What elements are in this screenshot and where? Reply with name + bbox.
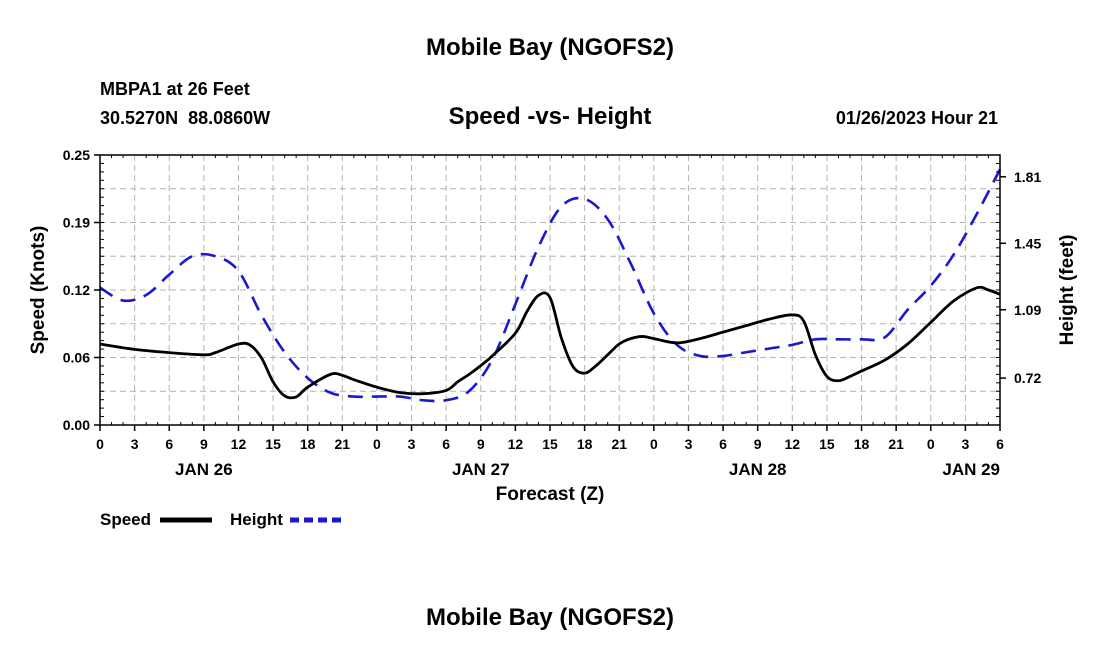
x-tick-label: 6 (442, 436, 450, 452)
x-tick-label: 3 (408, 436, 416, 452)
y-axis-label: Speed (Knots) (28, 226, 49, 355)
x-tick-label: 21 (611, 436, 627, 452)
x-tick-label: 6 (165, 436, 173, 452)
x-tick-label: 0 (96, 436, 104, 452)
main-title: Mobile Bay (NGOFS2) (426, 34, 674, 61)
date-label: JAN 26 (175, 460, 233, 479)
x-tick-label: 6 (996, 436, 1004, 452)
x-tick-label: 12 (508, 436, 524, 452)
y-tick-label: 0.12 (63, 282, 90, 298)
series-group (99, 168, 1002, 403)
x-tick-label: 6 (719, 436, 727, 452)
x-tick-label: 15 (265, 436, 281, 452)
axes-group: 0.00 0.06 0.12 0.19 0.25 0.72 1.09 1.45 1.81 0 3 6 9… (63, 147, 1042, 479)
legend-label-speed: Speed (100, 510, 151, 529)
x-tick-label: 9 (200, 436, 208, 452)
date-label: JAN 27 (452, 460, 510, 479)
y-tick-label: 0.00 (63, 417, 90, 433)
legend: Speed Height (100, 510, 342, 529)
y2-tick-label: 0.72 (1014, 370, 1041, 386)
x-tick-label: 15 (542, 436, 558, 452)
x-tick-label: 15 (819, 436, 835, 452)
y2-tick-label: 1.81 (1014, 169, 1041, 185)
station-label: MBPA1 at 26 Feet (100, 79, 250, 99)
coords-label: 30.5270N 88.0860W (100, 108, 270, 128)
x-tick-label: 21 (888, 436, 904, 452)
datetime-label: 01/26/2023 Hour 21 (836, 108, 998, 128)
x-tick-label: 18 (854, 436, 870, 452)
x-tick-label: 0 (373, 436, 381, 452)
height-series-line (99, 168, 1002, 403)
x-tick-label: 12 (231, 436, 247, 452)
x-tick-label: 3 (961, 436, 969, 452)
y-tick-label: 0.19 (63, 215, 90, 231)
x-axis-label: Forecast (Z) (496, 484, 605, 505)
x-tick-label: 9 (477, 436, 485, 452)
y-tick-label: 0.06 (63, 350, 90, 366)
x-tick-label: 18 (577, 436, 593, 452)
speed-series-line (99, 285, 1001, 400)
legend-label-height: Height (230, 510, 283, 529)
x-tick-label: 0 (650, 436, 658, 452)
x-tick-label: 0 (927, 436, 935, 452)
x-tick-label: 3 (685, 436, 693, 452)
x-tick-label: 3 (131, 436, 139, 452)
x-tick-label: 9 (754, 436, 762, 452)
y2-tick-label: 1.45 (1014, 235, 1041, 251)
x-tick-label: 18 (300, 436, 316, 452)
x-tick-label: 12 (785, 436, 801, 452)
y-tick-label: 0.25 (63, 147, 90, 163)
y2-tick-label: 1.09 (1014, 302, 1041, 318)
date-label: JAN 29 (942, 460, 1000, 479)
grid (100, 155, 1000, 425)
chart-title: Speed -vs- Height (449, 103, 652, 130)
footer-title: Mobile Bay (NGOFS2) (426, 604, 674, 631)
y2-axis-label: Height (feet) (1057, 235, 1078, 346)
x-tick-label: 21 (335, 436, 351, 452)
date-label: JAN 28 (729, 460, 787, 479)
